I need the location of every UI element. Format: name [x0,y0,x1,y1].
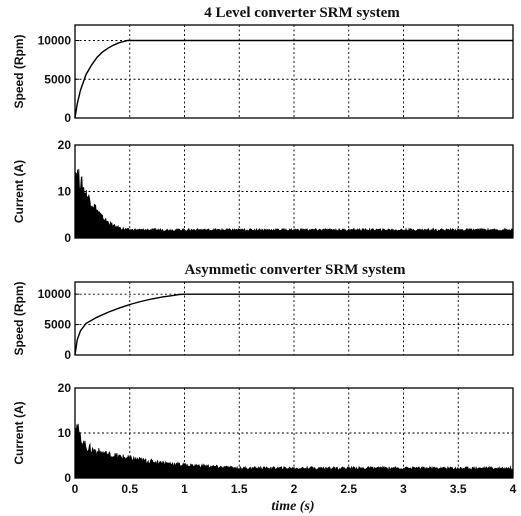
current-trace [74,423,514,479]
y-tick-label: 0 [64,348,71,362]
y-tick-label: 5000 [44,72,71,86]
y-tick-label: 10000 [38,287,72,301]
bottom-chart-title: Asymmetic converter SRM system [185,262,406,278]
y-tick-label: 10 [58,185,72,199]
panel-3: 0 5000 10000 Speed (Rpm) [12,281,514,362]
y-axis-label: Current (A) [12,401,26,464]
y-tick-label: 10 [58,426,72,440]
plot-frame [74,281,514,356]
top-chart-title: 4 Level converter SRM system [204,5,400,21]
y-axis-label: Current (A) [12,160,26,223]
y-tick-label: 0 [64,471,71,485]
panel-1: 0 5000 10000 Speed (Rpm) [12,24,514,125]
panel-4: 0 10 20 0 0.5 1 1.5 2 2.5 3 3.5 4 Current (A) [12,381,517,496]
y-axis-label: Speed (Rpm) [12,281,26,355]
x-tick-label: 2 [291,482,298,496]
x-tick-label: 0.5 [121,482,138,496]
y-tick-label: 5000 [44,318,71,332]
speed-line [74,293,513,356]
x-tick-label: 1 [181,482,188,496]
panel-2: 0 10 20 Current (A) [12,138,514,245]
y-tick-label: 20 [58,381,72,395]
x-tick-label: 4 [510,482,517,496]
x-tick-label: 3.5 [450,482,467,496]
x-axis-label: time (s) [271,499,314,514]
speed-line [74,39,513,119]
x-tick-label: 2.5 [340,482,357,496]
x-tick-label: 1.5 [231,482,248,496]
y-tick-label: 0 [64,231,71,245]
x-tick-label: 0 [72,482,79,496]
y-tick-label: 10000 [38,34,72,48]
y-tick-label: 20 [58,138,72,152]
y-tick-label: 0 [64,111,71,125]
current-trace [74,168,514,239]
plot-frame [74,24,514,119]
x-tick-label: 3 [400,482,407,496]
y-axis-label: Speed (Rpm) [12,34,26,108]
